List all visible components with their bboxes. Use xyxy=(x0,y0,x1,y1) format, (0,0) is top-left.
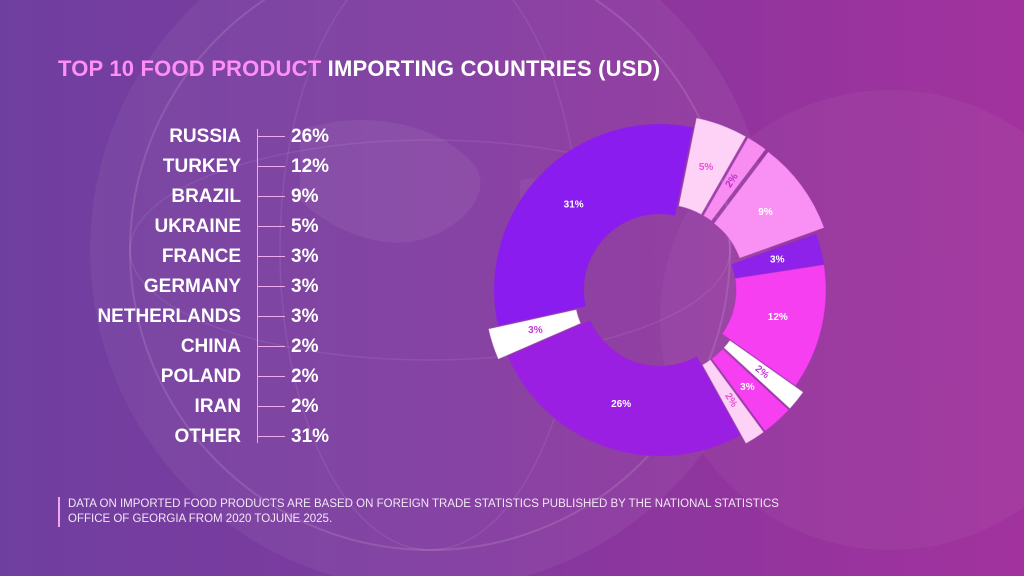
donut-slice xyxy=(721,264,827,387)
legend-row: UKRAINE 5% xyxy=(40,211,360,241)
legend-tick xyxy=(257,316,285,317)
slice-label: 3% xyxy=(528,325,543,336)
legend-value: 2% xyxy=(291,336,319,357)
donut-slice xyxy=(677,117,747,216)
donut-chart: 26%3%31%5%2%9%3%12%2%3%2% xyxy=(487,117,827,457)
donut-slice xyxy=(493,123,694,327)
legend-country: BRAZIL xyxy=(171,186,241,207)
donut-slice xyxy=(711,348,790,432)
legend-value: 5% xyxy=(291,216,319,237)
legend-value: 3% xyxy=(291,246,319,267)
chart-title: TOP 10 FOOD PRODUCT IMPORTING COUNTRIES … xyxy=(58,56,660,82)
legend-value: 26% xyxy=(291,126,330,147)
donut-slice xyxy=(730,233,825,279)
legend-tick xyxy=(257,406,285,407)
legend-tick xyxy=(257,226,285,227)
donut-slice xyxy=(701,358,765,445)
legend-row: POLAND 2% xyxy=(40,361,360,391)
legend-row: FRANCE 3% xyxy=(40,241,360,271)
legend-row: GERMANY 3% xyxy=(40,271,360,301)
slice-label: 31% xyxy=(564,200,584,211)
legend-value: 2% xyxy=(291,396,319,417)
slice-label: 26% xyxy=(611,399,631,410)
legend-country: TURKEY xyxy=(162,156,241,177)
slice-label: 9% xyxy=(758,207,773,218)
legend-tick xyxy=(257,256,285,257)
legend-row: IRAN 2% xyxy=(40,391,360,421)
legend-tick xyxy=(257,346,285,347)
slice-label: 5% xyxy=(699,162,714,173)
legend-row: OTHER 31% xyxy=(40,421,360,451)
legend-country: RUSSIA xyxy=(169,126,241,147)
legend-tick xyxy=(257,436,285,437)
source-footnote: DATA ON IMPORTED FOOD PRODUCTS ARE BASED… xyxy=(58,497,868,527)
legend-row: NETHERLANDS 3% xyxy=(40,301,360,331)
legend-tick xyxy=(257,196,285,197)
donut-slice xyxy=(507,319,742,457)
footnote-line-1: DATA ON IMPORTED FOOD PRODUCTS ARE BASED… xyxy=(68,498,779,510)
slice-label: 12% xyxy=(768,312,788,323)
legend-tick xyxy=(257,376,285,377)
donut-slice xyxy=(487,308,582,360)
legend-row: TURKEY 12% xyxy=(40,151,360,181)
legend-country: GERMANY xyxy=(143,276,241,297)
country-legend: RUSSIA 26% TURKEY 12% BRAZIL 9% UKRAINE 5% F… xyxy=(40,121,360,451)
slice-label: 3% xyxy=(740,382,755,393)
legend-value: 31% xyxy=(291,426,330,447)
legend-country: OTHER xyxy=(174,426,242,447)
legend-country: POLAND xyxy=(160,366,241,387)
title-highlight: TOP 10 FOOD PRODUCT xyxy=(58,56,322,81)
legend-tick xyxy=(257,166,285,167)
legend-country: NETHERLANDS xyxy=(97,306,241,327)
legend-country: FRANCE xyxy=(161,246,241,267)
footnote-line-2: OFFICE OF GEORGIA FROM 2020 TOJUNE 2025. xyxy=(68,513,333,525)
donut-slice xyxy=(702,136,767,222)
legend-value: 12% xyxy=(291,156,330,177)
title-rest: IMPORTING COUNTRIES (USD) xyxy=(321,56,661,81)
legend-value: 3% xyxy=(291,306,319,327)
legend-country: CHINA xyxy=(180,336,241,357)
legend-row: RUSSIA 26% xyxy=(40,121,360,151)
legend-country: UKRAINE xyxy=(154,216,241,237)
legend-value: 3% xyxy=(291,276,319,297)
legend-value: 2% xyxy=(291,366,319,387)
donut-slice xyxy=(713,151,825,259)
legend-row: BRAZIL 9% xyxy=(40,181,360,211)
legend-tick xyxy=(257,136,285,137)
legend-value: 9% xyxy=(291,186,319,207)
legend-country: IRAN xyxy=(194,396,241,417)
legend-tick xyxy=(257,286,285,287)
legend-row: CHINA 2% xyxy=(40,331,360,361)
slice-label: 3% xyxy=(770,255,785,266)
donut-slice xyxy=(722,339,804,410)
